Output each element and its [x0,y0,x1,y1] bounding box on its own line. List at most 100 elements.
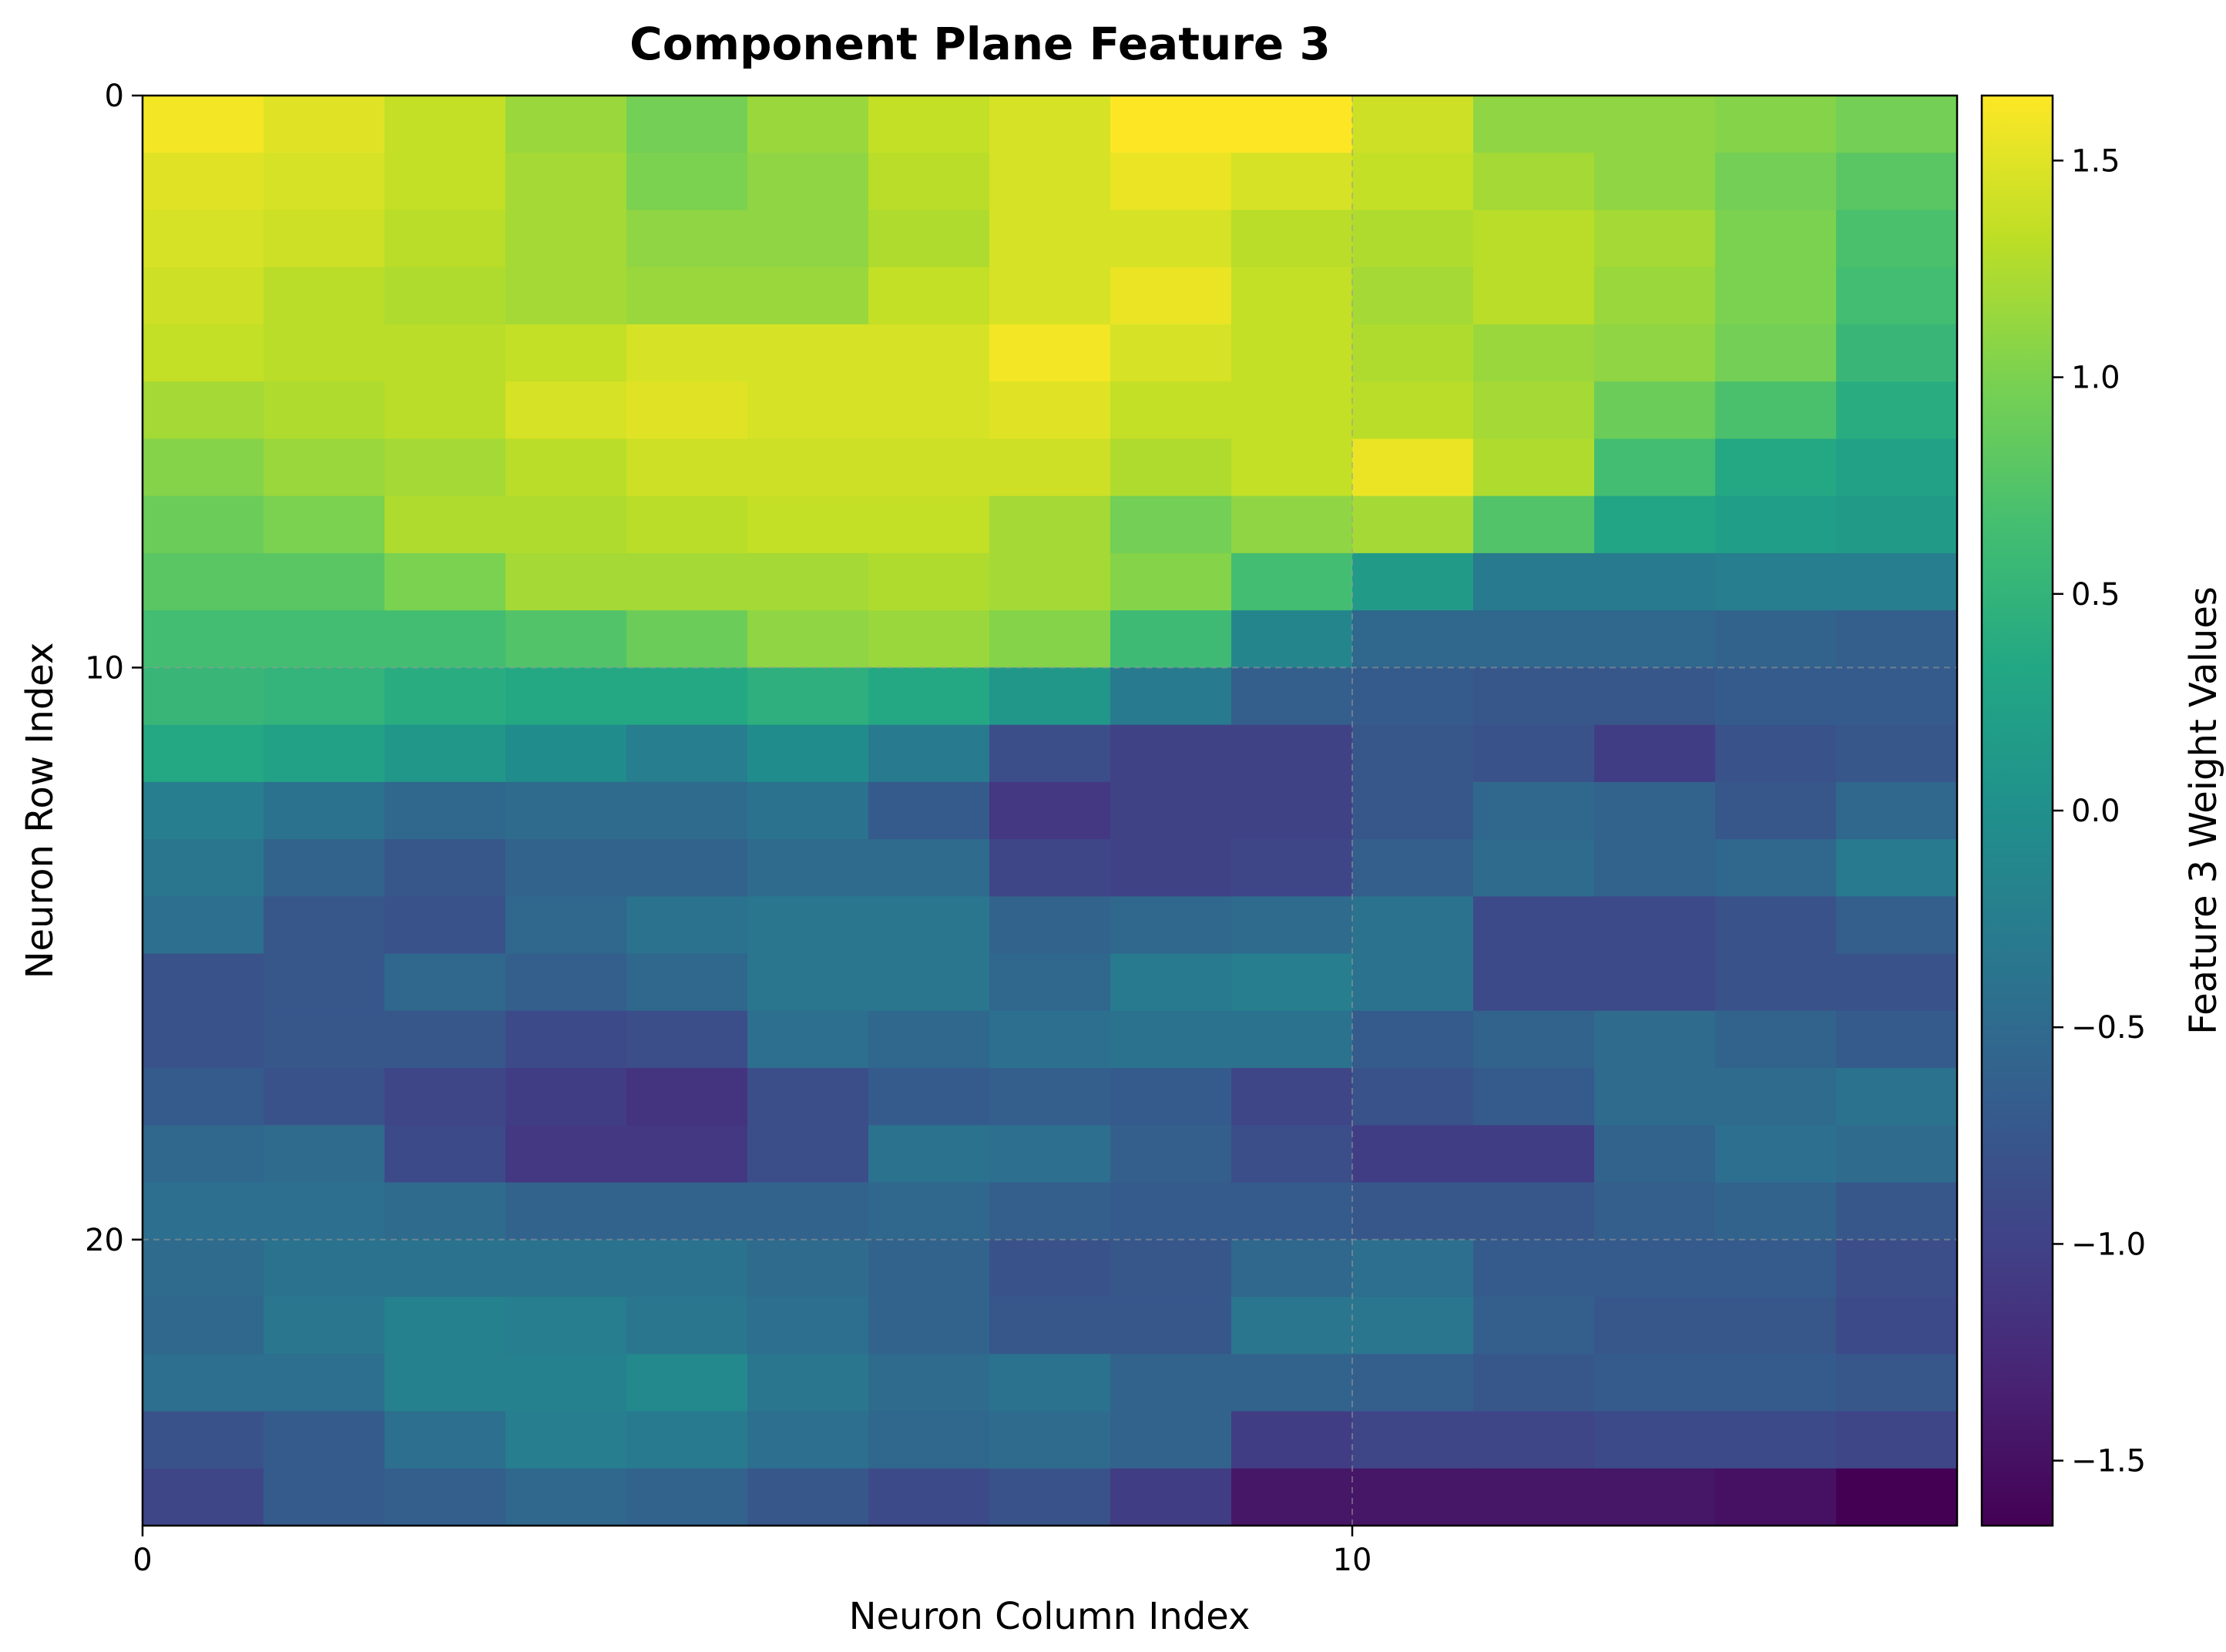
heatmap-cell [505,1125,627,1184]
heatmap-cell [264,267,385,325]
heatmap-cell [626,1068,748,1126]
heatmap-cell [747,495,869,554]
heatmap-cell [143,381,264,440]
heatmap-cell [1110,839,1232,897]
heatmap-cell [989,1182,1111,1241]
heatmap-cell [1473,153,1595,211]
heatmap-cell [1836,781,1958,840]
heatmap-cell [626,1182,748,1241]
heatmap-cell [505,953,627,1012]
heatmap-cell [505,438,627,497]
heatmap-cell [868,667,990,726]
heatmap-cell [747,210,869,268]
heatmap-cell [626,1354,748,1412]
heatmap-cells [143,96,1958,1526]
heatmap-cell [1473,781,1595,840]
heatmap-cell [989,438,1111,497]
heatmap-cell [505,96,627,153]
heatmap-cell [989,96,1111,153]
heatmap-cell [1473,1010,1595,1069]
heatmap-cell [1352,724,1474,783]
heatmap-cell [1473,1354,1595,1412]
heatmap-cell [143,495,264,554]
heatmap-cell [505,552,627,611]
heatmap-cell [505,1354,627,1412]
heatmap-cell [505,896,627,955]
heatmap-cell [505,610,627,668]
plot-frame [141,94,1959,1527]
heatmap-cell [143,896,264,955]
heatmap-cell [1110,1239,1232,1298]
heatmap-cell [1352,210,1474,268]
heatmap-cell [1473,1411,1595,1469]
heatmap-cell [1715,1068,1837,1126]
heatmap-cell [1352,1125,1474,1184]
heatmap-cell [1836,267,1958,325]
colorbar [1980,94,2054,1527]
heatmap-cell [1836,495,1958,554]
x-axis-label: Neuron Column Index [849,1595,1251,1638]
heatmap-cell [1231,953,1353,1012]
x-tick-label: 10 [1333,1543,1372,1578]
heatmap-cell [1231,438,1353,497]
heatmap-cell [1352,1354,1474,1412]
heatmap-cell [1594,839,1716,897]
heatmap-cell [1110,1010,1232,1069]
heatmap-cell [384,1239,506,1298]
heatmap-cell [1594,153,1716,211]
heatmap-cell [143,1297,264,1355]
heatmap-cell [1110,381,1232,440]
heatmap-cell [1110,495,1232,554]
heatmap-cell [868,438,990,497]
heatmap-cell [264,1354,385,1412]
heatmap-cell [1594,96,1716,153]
heatmap-cell [747,381,869,440]
heatmap-cell [989,1468,1111,1526]
heatmap-cell [626,1239,748,1298]
heatmap-cell [264,1297,385,1355]
heatmap-cell [626,896,748,955]
heatmap-cell [143,953,264,1012]
heatmap-cell [1352,1297,1474,1355]
heatmap-cell [1715,495,1837,554]
heatmap-cell [868,1125,990,1184]
heatmap-cell [1473,724,1595,783]
heatmap-cell [1110,267,1232,325]
heatmap-cell [868,552,990,611]
heatmap-cell [1473,1468,1595,1526]
heatmap-cell [505,839,627,897]
heatmap-cell [626,724,748,783]
heatmap-cell [868,1297,990,1355]
heatmap-cell [1836,210,1958,268]
y-tick-label: 0 [105,79,124,114]
heatmap-cell [989,1010,1111,1069]
heatmap-cell [626,667,748,726]
heatmap-cell [1110,781,1232,840]
heatmap-cell [1715,610,1837,668]
heatmap-cell [1836,1297,1958,1355]
heatmap-cell [505,210,627,268]
heatmap-cell [989,267,1111,325]
heatmap-cell [868,495,990,554]
heatmap-cell [1836,1411,1958,1469]
heatmap-cell [747,267,869,325]
heatmap-cell [747,1354,869,1412]
heatmap-cell [626,381,748,440]
heatmap-cell [1352,610,1474,668]
heatmap-cell [1473,552,1595,611]
heatmap-cell [1110,153,1232,211]
heatmap-cell [143,438,264,497]
heatmap-cell [505,1297,627,1355]
heatmap-cell [1231,724,1353,783]
heatmap-cell [1836,153,1958,211]
heatmap-cell [1352,495,1474,554]
heatmap-cell [989,1125,1111,1184]
heatmap-cell [626,267,748,325]
heatmap-cell [626,552,748,611]
heatmap-cell [1715,438,1837,497]
heatmap-cell [1352,153,1474,211]
heatmap-cell [1110,1182,1232,1241]
heatmap-cell [1594,1182,1716,1241]
heatmap-cell [264,1010,385,1069]
heatmap-cell [143,1068,264,1126]
